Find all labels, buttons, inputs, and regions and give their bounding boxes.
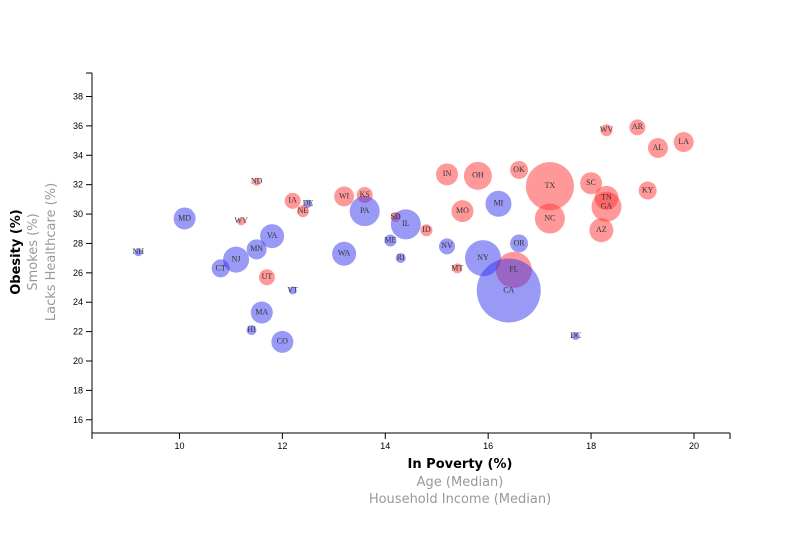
state-point-ar[interactable] [629,119,646,136]
state-point-wy[interactable] [237,217,246,226]
x-axis: 10 12 14 16 18 20 [91,432,731,451]
y-tick: 32 [73,180,92,190]
y-tick-label: 36 [73,121,83,131]
y-tick: 24 [73,297,92,307]
state-point-nd[interactable] [252,177,261,186]
state-point-mn[interactable] [246,239,267,260]
state-point-mi[interactable] [485,190,512,217]
state-point-ga[interactable] [591,191,622,222]
state-point-in[interactable] [436,163,459,186]
state-point-ky[interactable] [638,181,657,200]
y-axis: 16 18 20 22 24 26 28 30 32 34 36 38 [73,72,93,433]
y-tick-label: 18 [73,385,83,395]
x-tick-label: 20 [689,441,699,451]
state-point-ne[interactable] [296,205,309,218]
x-axis-option-age[interactable]: Age (Median) [417,475,504,490]
y-tick: 20 [73,356,92,366]
state-point-tx[interactable] [525,162,574,211]
state-point-wa[interactable] [332,241,357,266]
state-point-mt[interactable] [452,263,463,274]
x-axis-option-income[interactable]: Household Income (Median) [369,492,551,507]
x-tick-label: 14 [380,441,390,451]
x-tick-label: 10 [174,441,184,451]
y-axis-option-smokes[interactable]: Smokes (%) [26,213,41,290]
state-point-al[interactable] [647,137,668,158]
state-point-il[interactable] [390,209,421,240]
x-tick-label: 16 [483,441,493,451]
y-tick-label: 16 [73,415,83,425]
state-point-wi[interactable] [334,186,355,207]
state-point-nh[interactable] [134,248,143,257]
y-tick-label: 26 [73,268,83,278]
y-tick: 26 [73,268,92,278]
state-point-nv[interactable] [439,238,456,255]
y-tick: 38 [73,92,92,102]
state-point-ok[interactable] [510,160,529,179]
x-axis-option-poverty[interactable]: In Poverty (%) [408,457,513,472]
y-axis-option-healthcare[interactable]: Lacks Healthcare (%) [44,183,59,321]
y-axis-option-obesity[interactable]: Obesity (%) [9,209,24,295]
x-tick: 20 [689,433,699,451]
y-tick-label: 24 [73,297,83,307]
state-point-md[interactable] [173,207,196,230]
state-point-pa[interactable] [349,196,380,227]
x-tick: 14 [380,433,390,451]
state-point-sc[interactable] [580,172,603,195]
state-point-co[interactable] [271,330,294,353]
state-point-az[interactable] [589,218,614,243]
circles-layer [134,119,694,353]
y-tick-label: 38 [73,92,83,102]
state-point-nj[interactable] [223,246,250,273]
state-point-id[interactable] [420,224,433,237]
y-tick: 18 [73,385,92,395]
x-tick-label: 12 [277,441,287,451]
state-point-ca[interactable] [476,258,541,323]
x-tick-label: 18 [586,441,596,451]
y-tick: 34 [73,150,92,160]
y-tick: 16 [73,415,92,425]
x-tick: 12 [277,433,287,451]
x-tick: 16 [483,433,493,451]
y-tick-label: 20 [73,356,83,366]
state-point-or[interactable] [510,234,529,253]
state-point-vt[interactable] [288,286,297,295]
state-point-la[interactable] [673,132,694,153]
state-point-wv[interactable] [600,124,613,137]
state-point-dc[interactable] [571,332,580,341]
y-tick-label: 32 [73,180,83,190]
x-tick: 10 [174,433,184,451]
state-point-ri[interactable] [395,253,406,264]
state-point-ia[interactable] [284,192,301,209]
y-tick-label: 30 [73,209,83,219]
state-point-ut[interactable] [258,269,275,286]
state-point-mo[interactable] [451,200,474,223]
state-point-me[interactable] [384,234,397,247]
state-point-va[interactable] [260,224,285,249]
y-tick: 22 [73,327,92,337]
y-tick-label: 22 [73,327,83,337]
state-point-ma[interactable] [250,301,273,324]
y-tick: 28 [73,238,92,248]
state-point-de[interactable] [304,199,313,208]
y-tick: 36 [73,121,92,131]
state-point-hi[interactable] [246,325,257,336]
state-point-oh[interactable] [463,161,492,190]
y-tick-label: 34 [73,150,83,160]
x-tick: 18 [586,433,596,451]
y-tick-label: 28 [73,238,83,248]
state-point-nc[interactable] [534,203,565,234]
y-tick: 30 [73,209,92,219]
